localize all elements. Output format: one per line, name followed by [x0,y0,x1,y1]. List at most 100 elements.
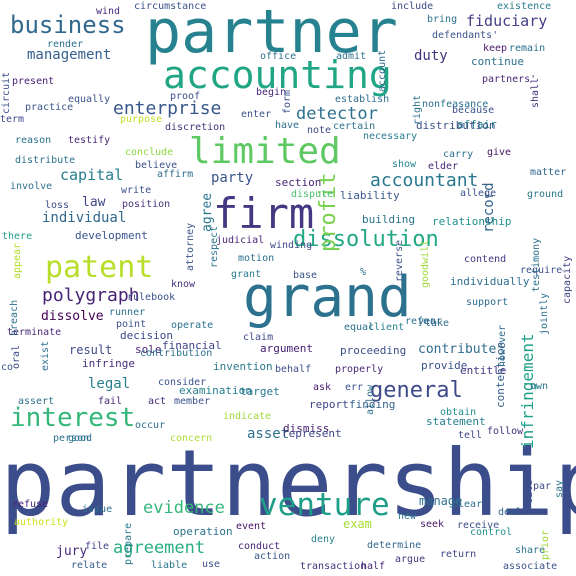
word-winding: winding [270,240,313,251]
word-show: show [392,159,417,170]
word-allow: allow [365,384,376,415]
word-require: require [520,265,563,276]
word-refuse: refuse [12,499,49,510]
word-half: half [361,561,386,572]
word-report: report [309,398,349,411]
word-sole: sole [135,343,162,356]
word-necessary: necessary [363,131,418,142]
word-accountant: accountant [370,170,479,191]
word-agreement: agreement [113,538,206,558]
word-distribution: distribution [416,119,496,132]
word-base: base [293,270,318,281]
word-prior: prior [540,529,551,560]
word-existence: existence [497,1,552,12]
word-provide: provide [421,359,468,372]
word-legal: legal [88,376,131,392]
word-admit: admit [336,51,367,62]
word-infringe: infringe [82,357,135,370]
word-support: support [466,297,509,308]
word-grand: grand [243,265,412,330]
word-jury: jury [56,544,88,559]
word-point: point [116,319,147,330]
word-authority: authority [14,517,69,528]
word-enterprise: enterprise [113,98,222,119]
word-capacity: capacity [562,255,573,304]
word-begin: begin [256,87,287,98]
word-operation: operation [173,525,233,538]
word-par: par [533,481,552,492]
word-accounting: accounting [163,53,392,97]
word-firm: firm [213,189,315,238]
word-elder: elder [428,161,459,172]
word-continue: continue [471,55,524,68]
word-management: management [27,47,112,63]
word-judicial: judicial [216,235,265,246]
word-seek: seek [420,519,445,530]
word-rulebook: rulebook [127,292,176,303]
word-defendants: defendants' [432,30,499,41]
word-nonfeasance: nonfeasance [422,99,489,110]
word-argument: argument [260,342,313,355]
word-file: file [85,541,110,552]
word-receive: receive [457,520,500,531]
word-terminate: terminate [7,327,62,338]
word-render: render [47,39,84,50]
word-note: note [307,125,332,136]
word-form: form [282,89,293,114]
word-appear: appear [12,242,23,279]
word-reverse: reverse [394,239,405,282]
word-claim: claim [243,332,274,343]
word-obtain: obtain [440,407,477,418]
word-business: business [10,11,126,39]
word-relate: relate [71,560,108,571]
word-exist: exist [40,340,51,371]
word-circumstance: circumstance [134,1,207,12]
word-person: person [53,433,90,444]
word-matter: matter [530,167,567,178]
word-bring: bring [427,14,458,25]
word-position: position [122,199,171,210]
word-polygraph: polygraph [42,285,140,306]
word-member: member [174,396,211,407]
word-present: present [12,76,55,87]
word-law: law [82,195,106,210]
word-interest: interest [10,403,136,433]
word-venture: venture [259,487,390,523]
word-allege: allege [460,188,497,199]
word-behalf: behalf [275,364,312,375]
word-manage: manage [419,494,463,508]
word-good: good [68,433,93,444]
word-development: development [75,229,148,242]
word-invention: invention [213,360,273,373]
word-examination: examination [179,384,252,397]
word-attorney: attorney [185,222,196,271]
word-relationship: relationship [432,215,512,228]
word-act: act [148,396,167,407]
word-practice: practice [25,102,74,113]
word-detector: detector [296,104,378,124]
word-account: account [377,49,388,92]
word-building: building [362,213,415,226]
word-however: however [497,324,508,367]
word-know: know [171,279,196,290]
word-involve: involve [10,181,53,192]
word-action: action [254,551,291,562]
word-determine: determine [367,540,422,551]
word-operate: operate [171,320,214,331]
word-finding: finding [349,398,396,411]
word-have: have [275,120,300,131]
word-limited: limited [189,131,341,172]
word-argue: argue [395,554,426,565]
word-contribution: contribution [140,348,213,359]
word-return: return [440,549,477,560]
word-reason: reason [15,135,52,146]
word-general: general [370,378,463,403]
word-write: write [121,185,152,196]
word-capital: capital [60,166,124,184]
word-consider: consider [158,377,207,388]
word-equal: equal [344,322,375,333]
word-statement: statement [426,415,486,428]
word-purpose: purpose [120,114,163,125]
word-partnership: partnership [0,430,576,537]
word-dismiss: dismiss [283,422,330,435]
